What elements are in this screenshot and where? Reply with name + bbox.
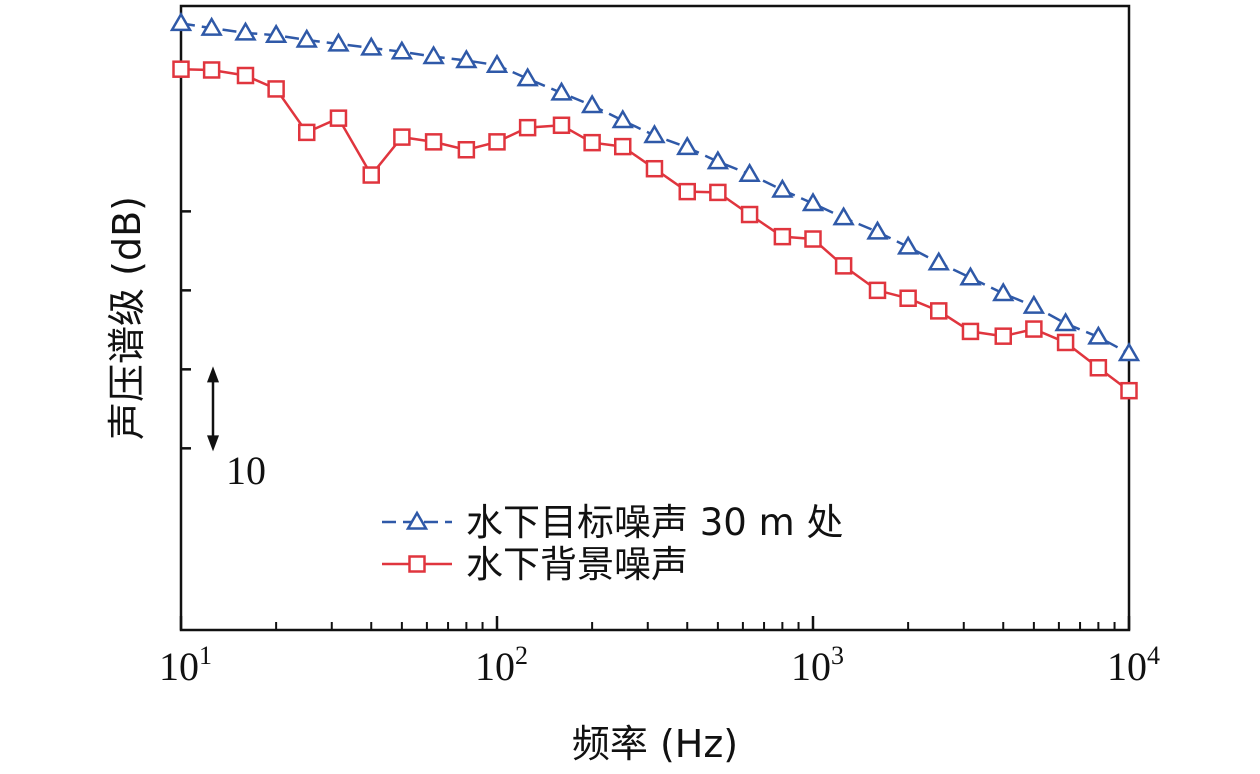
data-point [295, 28, 318, 48]
data-point [832, 206, 855, 226]
data-point [264, 23, 288, 43]
legend-marker [405, 510, 429, 530]
data-point [994, 327, 1013, 345]
data-point [1117, 342, 1141, 362]
data-point [1054, 312, 1077, 332]
data-point [1120, 381, 1138, 400]
data-point [583, 133, 601, 152]
data-point [868, 281, 887, 300]
data-point [927, 251, 950, 271]
data-point [580, 94, 604, 114]
x-axis-title: 频率 (Hz) [572, 722, 738, 766]
data-point [1025, 320, 1043, 338]
data-point [390, 40, 414, 60]
data-point [1087, 325, 1110, 345]
data-point [645, 159, 664, 178]
data-point [866, 220, 889, 240]
data-point [771, 178, 794, 198]
data-point [992, 282, 1015, 302]
data-point [202, 61, 221, 79]
scale-bar-label: 10 [226, 448, 266, 493]
data-point [485, 53, 509, 73]
y-axis-title: 声压谱级 (dB) [105, 196, 149, 440]
scale-bar: 10 [207, 366, 266, 493]
data-point [740, 205, 759, 224]
x-tick-label: 104 [1107, 641, 1160, 689]
data-point [709, 183, 727, 202]
x-tick-label: 102 [475, 641, 528, 689]
data-point [327, 32, 350, 52]
scale-bar-arrow-up [207, 366, 219, 383]
data-point [422, 45, 445, 65]
data-point [929, 302, 948, 320]
axis-ticks [179, 210, 1131, 630]
data-point [1056, 333, 1075, 352]
data-point [959, 266, 982, 286]
data-point [393, 128, 411, 146]
series-layer [169, 11, 1141, 400]
data-point [267, 80, 285, 98]
data-point [516, 67, 539, 87]
data-point [801, 191, 825, 212]
data-point [200, 16, 223, 36]
data-point [457, 141, 476, 159]
data-point [1089, 359, 1108, 377]
legend-entry: 水下背景噪声 [466, 543, 688, 586]
data-point [676, 135, 699, 156]
data-point [706, 150, 730, 170]
data-point [643, 124, 666, 144]
data-point [234, 21, 257, 41]
data-point [1022, 294, 1046, 314]
data-point [172, 60, 190, 78]
data-point [518, 118, 537, 137]
scale-bar-arrow-down [207, 435, 219, 452]
data-point [738, 162, 761, 182]
data-point [678, 182, 697, 201]
data-point [899, 289, 917, 308]
x-tick-label: 103 [791, 641, 844, 689]
data-point [236, 66, 255, 85]
data-point [297, 123, 316, 142]
data-point [613, 137, 632, 156]
data-point [834, 257, 853, 275]
data-point [360, 36, 383, 56]
data-point [488, 133, 506, 151]
data-point [896, 235, 920, 255]
data-point [550, 81, 573, 101]
series-2 [172, 60, 1138, 400]
data-point [961, 322, 980, 341]
x-tick-labels: 101 102 103 104 [159, 641, 1160, 689]
data-point [362, 166, 381, 184]
series-1 [169, 11, 1141, 362]
data-point [424, 133, 443, 151]
x-tick-label: 101 [159, 641, 212, 689]
legend-entry: 水下目标噪声 30 m 处 [466, 501, 843, 544]
legend-marker [408, 555, 426, 573]
data-point [455, 49, 478, 69]
data-point [773, 227, 792, 246]
data-point [552, 116, 571, 135]
data-point [329, 109, 348, 127]
data-point [804, 230, 822, 248]
data-point [611, 109, 634, 129]
data-point [169, 11, 193, 32]
